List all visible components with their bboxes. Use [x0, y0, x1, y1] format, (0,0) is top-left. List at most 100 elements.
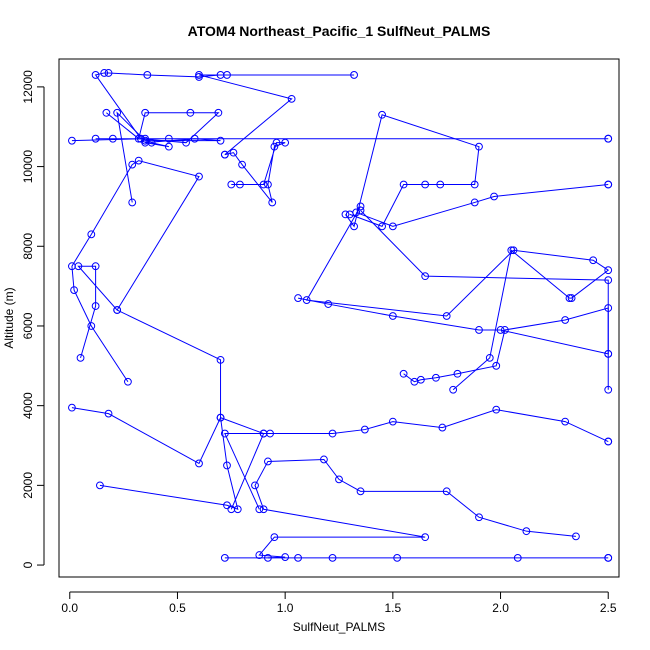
data-point: [604, 349, 613, 358]
series-line: [403, 307, 609, 390]
series-10: [352, 180, 613, 231]
data-point: [182, 138, 190, 147]
plot-area: [68, 69, 613, 562]
y-tick-label: 4000: [21, 392, 35, 419]
data-point: [236, 180, 244, 189]
series-4: [220, 405, 613, 514]
data-point: [442, 312, 451, 320]
data-point: [268, 198, 277, 207]
data-point: [186, 108, 195, 117]
y-axis: 0 2000 4000 6000 8000 10000 12000: [21, 70, 45, 568]
data-point: [128, 198, 137, 207]
y-axis-label: Altitude (m): [2, 287, 16, 348]
data-point: [68, 403, 76, 412]
data-point: [195, 73, 203, 81]
data-point: [567, 294, 576, 302]
x-tick-label: 0.0: [61, 601, 78, 615]
x-axis-label: SulfNeut_PALMS: [293, 620, 386, 634]
data-point: [229, 148, 238, 157]
data-point: [470, 198, 479, 207]
y-tick-label: 2000: [21, 472, 35, 499]
data-point: [259, 180, 268, 189]
data-point: [164, 142, 173, 151]
data-point: [485, 353, 494, 362]
data-point: [223, 71, 231, 79]
data-point: [324, 300, 333, 308]
series-5: [74, 262, 268, 514]
y-tick-label: 0: [21, 561, 35, 568]
data-point: [507, 246, 516, 255]
data-point: [91, 134, 100, 143]
series-line: [297, 210, 609, 355]
data-point: [294, 294, 302, 302]
data-point: [68, 136, 76, 145]
data-point: [281, 553, 290, 561]
data-point: [509, 246, 518, 255]
data-point: [70, 286, 78, 295]
series-6: [68, 156, 203, 386]
data-point: [421, 180, 430, 189]
data-point: [490, 192, 498, 201]
data-point: [604, 180, 613, 189]
data-point: [475, 326, 483, 334]
data-point: [195, 172, 203, 181]
data-point: [393, 553, 402, 562]
data-point: [113, 306, 122, 314]
data-point: [416, 375, 425, 384]
data-point: [270, 533, 279, 542]
series-line: [305, 206, 610, 391]
data-point: [238, 160, 246, 169]
data-point: [470, 180, 479, 189]
data-point: [475, 142, 483, 151]
data-point: [91, 302, 100, 310]
data-point: [255, 505, 264, 514]
data-point: [272, 138, 281, 147]
data-point: [589, 256, 598, 265]
data-point: [102, 108, 111, 117]
data-point: [604, 437, 613, 446]
data-point: [328, 429, 337, 438]
plot-frame: [58, 58, 620, 578]
x-tick-label: 2.5: [600, 601, 617, 615]
data-point: [328, 553, 337, 562]
data-point: [195, 71, 203, 79]
data-point: [604, 134, 613, 143]
data-point: [91, 71, 100, 79]
data-point: [143, 71, 152, 79]
data-point: [216, 355, 225, 364]
y-tick-label: 12000: [21, 70, 35, 104]
series-line: [71, 407, 239, 511]
data-point: [223, 501, 231, 510]
series-line: [254, 458, 576, 559]
data-point: [216, 413, 225, 422]
data-point: [100, 69, 109, 77]
y-tick-label: 6000: [21, 312, 35, 339]
data-point: [108, 134, 117, 143]
data-point: [360, 425, 369, 434]
series-1: [220, 553, 613, 562]
data-point: [255, 551, 264, 559]
data-point: [421, 272, 430, 281]
data-point: [522, 527, 531, 536]
data-point: [264, 553, 272, 562]
data-point: [195, 459, 203, 468]
data-point: [214, 108, 223, 117]
chart-title: ATOM4 Northeast_Pacific_1 SulfNeut_PALMS: [188, 23, 491, 39]
series-line: [77, 265, 265, 510]
data-point: [442, 487, 451, 496]
data-point: [492, 361, 501, 370]
data-point: [220, 553, 229, 562]
data-point: [134, 156, 143, 165]
data-point: [91, 262, 100, 271]
data-point: [335, 475, 343, 484]
data-point: [356, 487, 365, 496]
data-point: [287, 94, 296, 103]
data-point: [76, 353, 85, 362]
data-point: [128, 160, 137, 169]
data-point: [513, 553, 522, 562]
data-point: [227, 505, 236, 514]
data-point: [350, 222, 358, 231]
data-point: [87, 230, 96, 239]
series-line: [71, 111, 221, 203]
series-2: [251, 455, 580, 562]
